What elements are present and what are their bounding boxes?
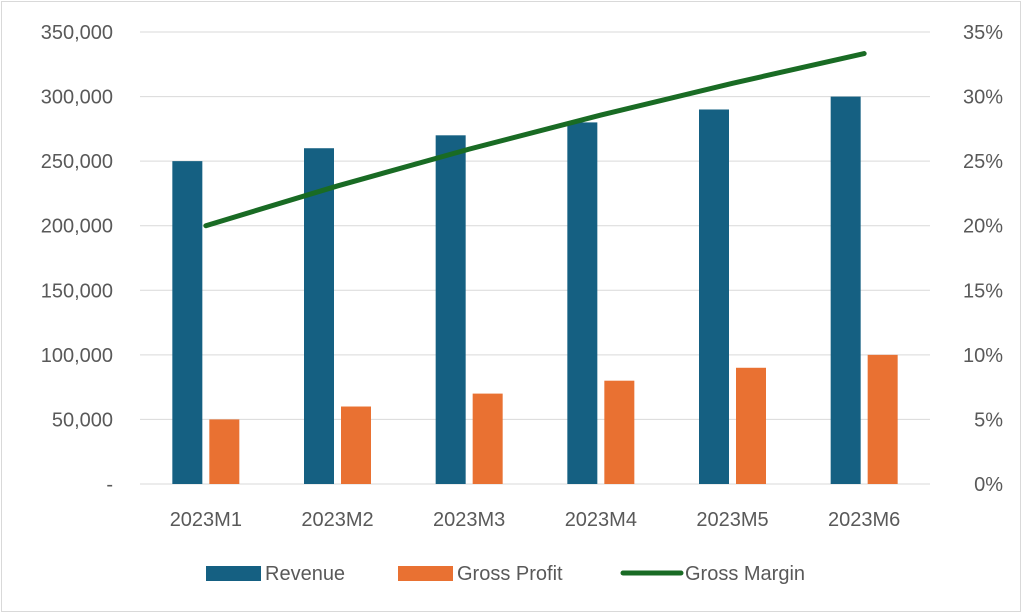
x-tick-label: 2023M4 [565, 509, 637, 531]
left-tick-label: 250,000 [41, 151, 113, 173]
left-tick-label: 150,000 [41, 280, 113, 302]
x-tick-label: 2023M2 [301, 509, 373, 531]
bar-revenue [699, 109, 729, 484]
right-tick-label: 35% [963, 22, 1003, 44]
legend-label-revenue: Revenue [265, 563, 345, 585]
margin-line [203, 51, 867, 229]
left-axis-ticks: - 50,000 100,000 150,000 200,000 250,000 300,0… [41, 22, 113, 496]
right-tick-label: 0% [974, 474, 1003, 496]
bar-gross-profit [341, 406, 371, 484]
legend-label-gross-profit: Gross Profit [457, 563, 563, 585]
bar-gross-profit [604, 380, 635, 484]
legend: Revenue Gross Profit Gross Margin [206, 563, 805, 585]
legend-swatch-gross-profit [398, 566, 453, 581]
gridlines [140, 31, 930, 485]
right-tick-label: 20% [963, 216, 1003, 238]
x-tick-label: 2023M3 [433, 509, 505, 531]
legend-swatch-revenue [206, 566, 261, 581]
bar-gross-profit [472, 393, 503, 484]
bar-revenue [830, 96, 861, 485]
line-gross-margin [203, 51, 867, 229]
x-axis-ticks: 2023M1 2023M2 2023M3 2023M4 2023M5 2023M6 [170, 509, 901, 531]
bar-gross-profit [736, 367, 766, 484]
bar-revenue [304, 148, 334, 484]
left-tick-label: 100,000 [41, 345, 113, 367]
legend-label-gross-margin: Gross Margin [685, 563, 805, 585]
left-tick-label: 350,000 [41, 22, 113, 44]
bar-gross-profit [209, 419, 240, 484]
bar-gross-profit [867, 354, 898, 484]
left-tick-label: 300,000 [41, 87, 113, 109]
bar-revenue [172, 161, 203, 484]
right-tick-label: 10% [963, 345, 1003, 367]
bar-revenue [567, 122, 598, 485]
bars [172, 96, 898, 485]
right-tick-label: 25% [963, 151, 1003, 173]
left-tick-label: 200,000 [41, 216, 113, 238]
left-tick-label: - [106, 474, 113, 496]
right-axis-ticks: 0% 5% 10% 15% 20% 25% 30% 35% [963, 22, 1003, 496]
right-tick-label: 30% [963, 87, 1003, 109]
x-tick-label: 2023M1 [170, 509, 242, 531]
right-tick-label: 15% [963, 280, 1003, 302]
right-tick-label: 5% [974, 409, 1003, 431]
bar-revenue [435, 135, 466, 485]
left-tick-label: 50,000 [52, 409, 113, 431]
x-tick-label: 2023M5 [696, 509, 768, 531]
x-tick-label: 2023M6 [828, 509, 900, 531]
